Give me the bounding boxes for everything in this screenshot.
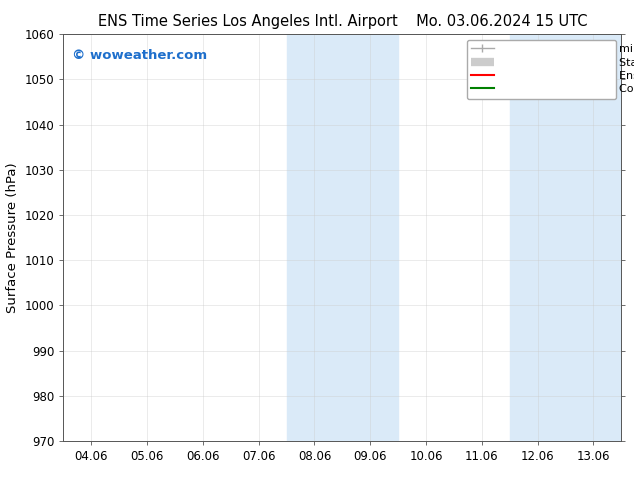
Y-axis label: Surface Pressure (hPa): Surface Pressure (hPa) <box>6 162 19 313</box>
Title: ENS Time Series Los Angeles Intl. Airport    Mo. 03.06.2024 15 UTC: ENS Time Series Los Angeles Intl. Airpor… <box>98 14 587 29</box>
Legend: min/max, Standard deviation, Ensemble mean run, Controll run: min/max, Standard deviation, Ensemble me… <box>467 40 616 99</box>
Bar <box>510 34 621 441</box>
Text: © woweather.com: © woweather.com <box>72 49 207 62</box>
Bar <box>287 34 398 441</box>
